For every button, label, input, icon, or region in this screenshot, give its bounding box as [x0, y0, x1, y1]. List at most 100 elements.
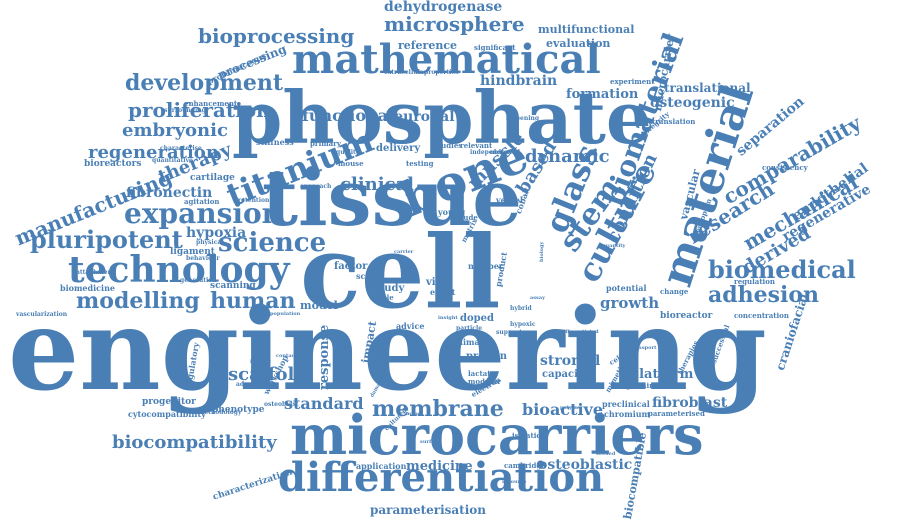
word: differentiation — [278, 454, 605, 501]
word: healing — [250, 359, 271, 365]
word: isolation — [512, 431, 547, 440]
word: hybrid — [510, 305, 532, 312]
word: modelling — [76, 288, 200, 314]
word: support — [496, 329, 523, 336]
word: phosphate — [232, 75, 652, 160]
word: transport — [630, 345, 657, 351]
word: enhancement — [184, 99, 238, 108]
word: dehydrogenase — [384, 0, 503, 15]
word: delivery — [376, 143, 421, 154]
word: formation — [566, 87, 639, 102]
word: population — [270, 311, 301, 317]
word: adhesion — [708, 282, 820, 308]
word: lactate — [468, 369, 495, 378]
word: bioreactors — [84, 159, 142, 169]
word: translation — [652, 117, 696, 126]
word: primary — [310, 139, 341, 148]
word: osteoblastic — [538, 457, 633, 473]
word: behaviour — [186, 255, 220, 262]
word: standard — [284, 394, 364, 413]
word: cambridge — [504, 461, 546, 470]
word: young — [438, 207, 466, 217]
word: observed — [490, 149, 521, 156]
word: insight — [438, 315, 458, 321]
word: hypoxic — [510, 321, 536, 328]
word: medicine — [406, 459, 473, 474]
word: assay — [530, 295, 546, 301]
word: biomedicine — [60, 283, 115, 293]
word: scale — [356, 271, 379, 281]
word: regulation — [734, 277, 775, 286]
word: surrounding — [164, 107, 206, 114]
word: chromium — [604, 409, 651, 419]
word: cartilage — [190, 173, 235, 183]
word: microsphere — [384, 12, 525, 36]
word: capacity — [542, 369, 589, 380]
word: number — [468, 261, 503, 271]
word: froude — [452, 213, 478, 222]
word: response — [317, 324, 332, 390]
word: relevant — [460, 141, 493, 150]
word: science — [218, 228, 327, 258]
word: platform — [630, 367, 694, 382]
word: cytocompatibility — [128, 409, 206, 419]
word: parameterisation — [370, 503, 487, 517]
word: agitation — [184, 197, 220, 206]
word: scaffold — [228, 364, 307, 385]
word: adoption — [236, 381, 266, 388]
word: characterise — [160, 145, 202, 152]
word: evaluation — [546, 37, 611, 50]
word: quantitative — [152, 157, 193, 164]
word: application — [356, 461, 407, 471]
word: dynamic — [525, 146, 610, 167]
word: parameterised — [648, 409, 705, 418]
word: seeded — [596, 451, 616, 457]
word: generation — [180, 277, 217, 284]
word: attachment — [76, 269, 115, 276]
word: change — [660, 287, 689, 296]
word: approach — [300, 183, 332, 190]
word: quality — [336, 149, 360, 156]
word: membrane — [372, 396, 504, 422]
word: impact — [404, 411, 424, 417]
word: study — [374, 283, 405, 294]
word: osteogenic — [650, 95, 735, 111]
word: multifunctional — [538, 23, 635, 36]
word: vascularization — [16, 311, 68, 318]
word: studies — [434, 141, 463, 150]
word: modular — [468, 377, 501, 386]
word: preclinical — [602, 399, 650, 409]
word: osteoblast — [264, 401, 299, 408]
word: human — [210, 288, 296, 314]
word: properties — [424, 69, 459, 76]
word: engineering — [8, 285, 767, 416]
word: ligament — [170, 247, 215, 257]
word: particle — [456, 325, 483, 332]
word: hindbrain — [480, 73, 558, 89]
word: tissue — [262, 153, 522, 244]
word: biomedical — [708, 255, 856, 284]
word: mathematical — [292, 36, 601, 83]
word: concentration — [734, 311, 789, 320]
word: quantity — [602, 243, 626, 249]
word: technology — [68, 249, 290, 291]
word: expansion — [124, 197, 283, 230]
word: animal — [452, 337, 483, 347]
word: surface — [420, 439, 441, 445]
word: bioreactor — [660, 311, 713, 321]
word: contact — [276, 353, 297, 359]
word: regeneration — [88, 142, 219, 163]
word: vessel — [496, 195, 523, 205]
word: cell — [300, 213, 501, 331]
word: progenitor — [142, 397, 196, 407]
word: doped — [460, 313, 495, 324]
word: scanning — [210, 281, 256, 291]
word: retention — [238, 197, 270, 204]
word: consistency — [762, 163, 808, 172]
word: advice — [396, 321, 425, 331]
word: methodology — [198, 409, 242, 416]
word: phenotype — [212, 405, 265, 415]
word: clinical — [340, 174, 415, 195]
word: embryonic — [122, 120, 228, 141]
